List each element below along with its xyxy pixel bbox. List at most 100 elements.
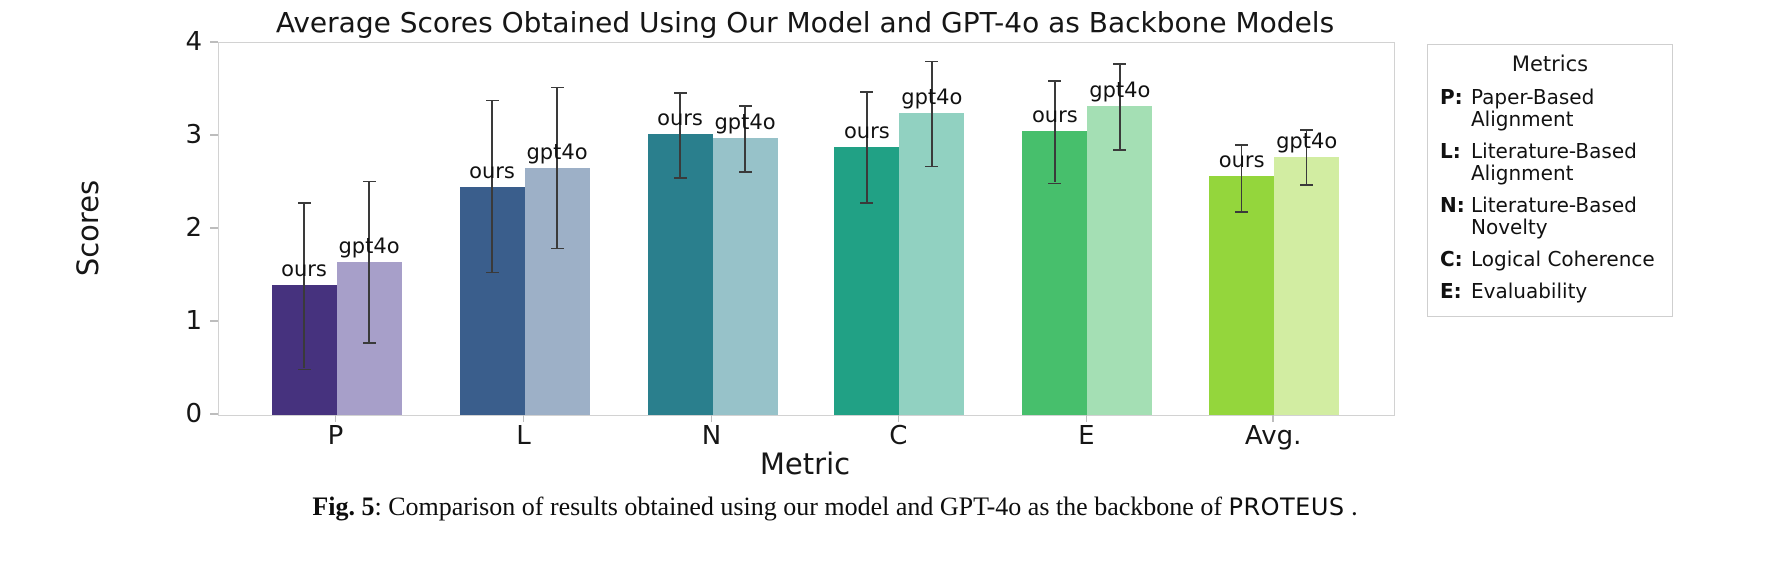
legend-entry: P: Paper-Based Alignment xyxy=(1440,86,1660,130)
x-tick-label: N xyxy=(701,421,722,451)
error-bar-cap-bottom xyxy=(1113,149,1127,151)
y-tick-mark xyxy=(210,320,218,322)
error-bar-cap-top xyxy=(550,86,564,89)
error-bar-cap-top xyxy=(297,202,311,204)
y-tick-mark xyxy=(210,41,218,43)
bar-gpt4o xyxy=(1087,106,1153,415)
legend-entry: C: Logical Coherence xyxy=(1440,248,1660,270)
figure-caption: Fig. 5: Comparison of results obtained u… xyxy=(312,490,1357,524)
x-tick-mark xyxy=(334,415,337,422)
x-tick-label: P xyxy=(327,421,344,451)
error-bar-cap-bottom xyxy=(550,247,564,250)
bar-ours xyxy=(1209,176,1275,415)
legend-entry-label: Literature-Based Alignment xyxy=(1471,139,1637,185)
x-tick-mark xyxy=(1272,415,1274,422)
bar-column-ours: ours xyxy=(1022,43,1088,415)
caption-model-name: PROTEUS xyxy=(1228,493,1345,521)
x-tick-mark xyxy=(1085,415,1088,422)
legend-box: Metrics P: Paper-Based Alignment L: Literat… xyxy=(1427,44,1673,317)
x-axis-label: Metric xyxy=(759,447,851,481)
error-bar-cap-bottom xyxy=(1300,184,1314,186)
legend-title: Metrics xyxy=(1511,52,1589,76)
bar-value-label: ours xyxy=(843,119,890,144)
legend-entry-label: Evaluability xyxy=(1471,279,1588,303)
error-bar-line xyxy=(931,60,933,166)
bar-value-label: ours xyxy=(1218,148,1265,172)
bar-column-gpt4o: gpt4o xyxy=(336,43,402,415)
x-tick-label: E xyxy=(1078,421,1095,451)
bar-value-label: ours xyxy=(281,256,327,281)
legend-entry: E: Evaluability xyxy=(1440,280,1660,302)
legend-entry-key: C: xyxy=(1440,247,1463,271)
bar-value-label: gpt4o xyxy=(901,84,963,109)
x-tick-mark xyxy=(710,415,713,422)
bar-value-label: gpt4o xyxy=(714,109,776,134)
legend-entry-label: Literature-Based Novelty xyxy=(1471,193,1637,239)
error-bar-line xyxy=(303,202,305,369)
plot-inner: ours gpt4o ours gpt4o ours gpt4o ours gpt4o ours… xyxy=(219,43,1394,415)
bar-value-label: gpt4o xyxy=(526,139,588,164)
error-bar-line xyxy=(556,86,558,248)
bar-value-label: gpt4o xyxy=(338,233,400,258)
bar-value-label: ours xyxy=(469,159,515,184)
bar-column-ours: ours xyxy=(1209,43,1275,415)
bar-column-gpt4o: gpt4o xyxy=(712,43,778,415)
caption-text: Comparison of results obtained using our… xyxy=(388,492,1229,521)
caption-separator: : xyxy=(374,492,389,521)
y-tick-mark xyxy=(210,413,218,415)
bar-column-gpt4o: gpt4o xyxy=(1087,43,1153,415)
error-bar-line xyxy=(1240,144,1243,212)
legend-entry-key: L: xyxy=(1440,139,1461,163)
error-bar-line xyxy=(866,91,868,203)
legend-entry-label: Logical Coherence xyxy=(1471,247,1655,271)
error-bar-cap-bottom xyxy=(1235,211,1249,213)
y-tick-mark xyxy=(210,227,218,229)
legend-entry-label: Paper-Based Alignment xyxy=(1471,85,1595,131)
bar-value-label: ours xyxy=(1031,103,1078,128)
x-tick-label: Avg. xyxy=(1244,421,1302,451)
x-tick-mark xyxy=(897,415,900,422)
error-bar-cap-bottom xyxy=(860,202,874,204)
error-bar-cap-top xyxy=(1048,80,1062,82)
error-bar-cap-top xyxy=(362,180,376,183)
y-tick-label: 0 xyxy=(185,399,202,429)
x-tick-label: L xyxy=(516,421,531,451)
error-bar-line xyxy=(368,180,370,343)
error-bar-cap-bottom xyxy=(297,368,311,371)
error-bar-cap-top xyxy=(738,105,752,107)
bar-column-gpt4o: gpt4o xyxy=(1274,43,1340,415)
x-tick-label: C xyxy=(889,421,908,451)
error-bar-cap-top xyxy=(860,91,874,93)
x-tick-mark xyxy=(522,415,525,422)
bar-column-ours: ours xyxy=(834,43,900,415)
error-bar-line xyxy=(491,99,493,272)
error-bar-line xyxy=(1054,80,1056,183)
bar-gpt4o xyxy=(1274,157,1340,415)
legend-entry: N: Literature-Based Novelty xyxy=(1440,194,1660,238)
caption-fig-label: Fig. 5 xyxy=(312,492,375,521)
error-bar-line xyxy=(1305,129,1308,185)
legend-entry-key: P: xyxy=(1440,85,1463,109)
error-bar-cap-bottom xyxy=(362,342,376,345)
legend-entries: P: Paper-Based Alignment L: Literature-Base… xyxy=(1440,86,1660,302)
error-bar-cap-top xyxy=(925,60,939,63)
error-bar-cap-bottom xyxy=(485,271,499,274)
bar-value-label: gpt4o xyxy=(1276,129,1338,154)
caption-end: . xyxy=(1344,492,1358,521)
bar-gpt4o xyxy=(712,137,778,415)
error-bar-line xyxy=(679,92,681,177)
bar-value-label: ours xyxy=(657,106,703,131)
error-bar-line xyxy=(1119,63,1121,149)
bar-value-label: gpt4o xyxy=(1089,78,1151,103)
chart-title: Average Scores Obtained Using Our Model … xyxy=(275,6,1335,39)
bar-column-ours: ours xyxy=(459,43,525,415)
legend-entry-key: N: xyxy=(1440,193,1465,217)
error-bar-line xyxy=(744,105,746,172)
y-tick-label: 3 xyxy=(185,120,202,150)
error-bar-cap-bottom xyxy=(1048,182,1062,185)
bar-column-gpt4o: gpt4o xyxy=(899,43,965,415)
y-tick-label: 1 xyxy=(185,306,202,336)
legend-entry: L: Literature-Based Alignment xyxy=(1440,140,1660,184)
bar-ours xyxy=(647,134,713,415)
